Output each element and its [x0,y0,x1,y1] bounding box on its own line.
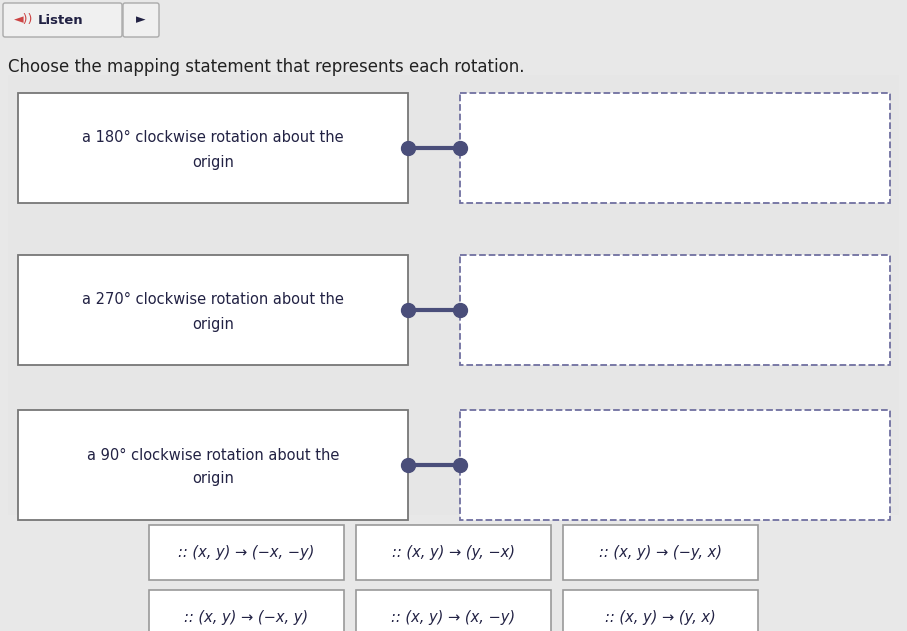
FancyBboxPatch shape [563,525,758,580]
Text: :: (x, y) → (x, −y): :: (x, y) → (x, −y) [392,610,515,625]
FancyBboxPatch shape [149,525,344,580]
FancyBboxPatch shape [460,255,890,365]
FancyBboxPatch shape [18,255,408,365]
FancyBboxPatch shape [18,93,408,203]
FancyBboxPatch shape [356,525,551,580]
Text: origin: origin [192,155,234,170]
FancyBboxPatch shape [460,93,890,203]
Text: a 90° clockwise rotation about the: a 90° clockwise rotation about the [87,447,339,463]
Text: :: (x, y) → (−y, x): :: (x, y) → (−y, x) [599,545,722,560]
FancyBboxPatch shape [149,590,344,631]
FancyBboxPatch shape [3,3,122,37]
FancyBboxPatch shape [18,410,408,520]
Text: :: (x, y) → (−x, −y): :: (x, y) → (−x, −y) [179,545,315,560]
FancyBboxPatch shape [460,410,890,520]
Text: :: (x, y) → (−x, y): :: (x, y) → (−x, y) [184,610,308,625]
Text: Listen: Listen [38,13,83,27]
Text: ◄)): ◄)) [14,13,34,27]
FancyBboxPatch shape [563,590,758,631]
Text: a 270° clockwise rotation about the: a 270° clockwise rotation about the [82,293,344,307]
FancyBboxPatch shape [123,3,159,37]
Text: origin: origin [192,471,234,487]
Text: Choose the mapping statement that represents each rotation.: Choose the mapping statement that repres… [8,58,524,76]
FancyBboxPatch shape [8,75,899,515]
Text: ►: ► [136,13,146,27]
Text: :: (x, y) → (y, −x): :: (x, y) → (y, −x) [392,545,515,560]
Text: a 180° clockwise rotation about the: a 180° clockwise rotation about the [83,131,344,146]
Text: :: (x, y) → (y, x): :: (x, y) → (y, x) [605,610,716,625]
FancyBboxPatch shape [356,590,551,631]
Text: origin: origin [192,317,234,331]
